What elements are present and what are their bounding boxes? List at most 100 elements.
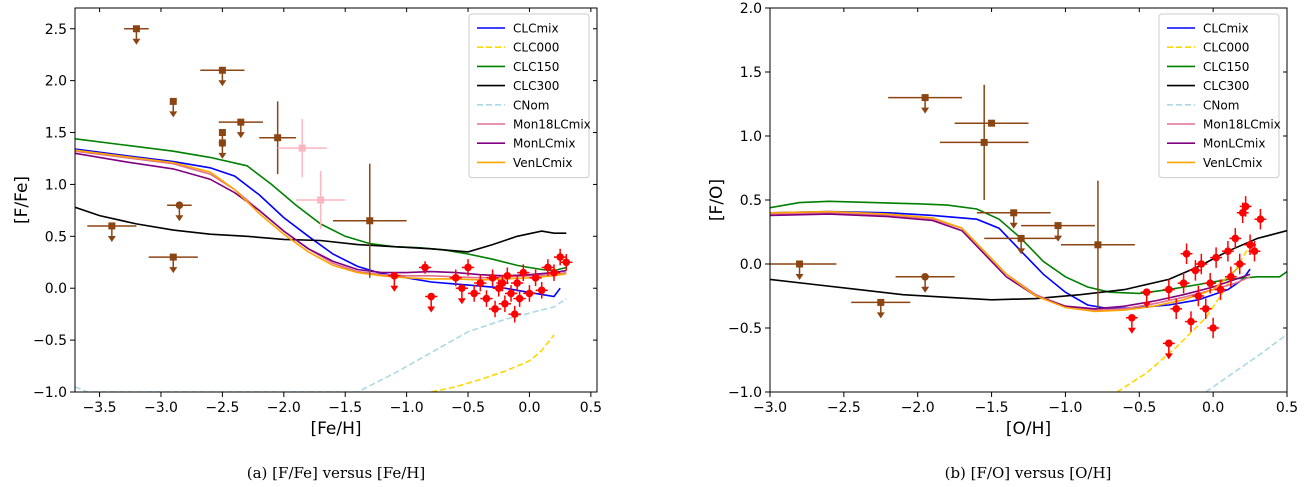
- legend-entry-MonLCmix: MonLCmix: [513, 137, 576, 151]
- circle-marker: [451, 274, 460, 282]
- x-tick-label: −3.5: [83, 400, 117, 416]
- data-point: [498, 295, 512, 313]
- legend-entry-CLCmix: CLCmix: [513, 22, 559, 36]
- square-marker: [218, 66, 226, 74]
- legend-entry-CLC000: CLC000: [1203, 41, 1249, 55]
- x-axis-label: [O/H]: [1006, 419, 1051, 439]
- circle-marker: [1209, 324, 1217, 332]
- series-line-CLC300: [75, 206, 567, 253]
- upper-limit-arrow-icon: [1017, 248, 1026, 255]
- circle-marker: [1231, 234, 1240, 243]
- data-point: [124, 25, 149, 45]
- data-point: [1162, 279, 1175, 300]
- circle-marker: [562, 258, 571, 267]
- circle-marker: [1241, 202, 1250, 211]
- data-point: [560, 253, 573, 271]
- circle-marker: [1194, 292, 1203, 300]
- series-line-CNom: [75, 297, 567, 392]
- data-point: [200, 66, 245, 87]
- y-tick-label: −1.0: [33, 385, 67, 401]
- upper-limit-arrow-icon: [1127, 327, 1136, 334]
- legend-entry-CLC150: CLC150: [1203, 60, 1249, 74]
- data-point: [1125, 313, 1138, 334]
- legend-entry-MonLCmix: MonLCmix: [1203, 137, 1266, 151]
- circle-marker: [458, 284, 466, 293]
- upper-limit-arrow-icon: [169, 267, 178, 274]
- upper-limit-arrow-icon: [876, 312, 885, 319]
- data-point: [496, 274, 509, 292]
- circle-marker: [1216, 285, 1225, 294]
- y-axis-label: [F/Fe]: [12, 176, 32, 224]
- square-marker: [980, 138, 988, 146]
- data-point: [1210, 247, 1223, 268]
- circle-marker: [1227, 273, 1235, 281]
- circle-marker: [513, 279, 521, 287]
- square-marker: [298, 144, 306, 152]
- upper-limit-arrow-icon: [132, 38, 141, 45]
- series-line-CNom: [1205, 333, 1287, 392]
- legend-entry-CLCmix: CLCmix: [1203, 22, 1249, 36]
- upper-limit-arrow-icon: [457, 298, 466, 305]
- circle-marker: [519, 268, 528, 277]
- y-tick-label: 2.5: [45, 22, 67, 38]
- y-tick-label: 1.5: [740, 65, 762, 81]
- upper-limit-arrow-icon: [1164, 353, 1173, 360]
- data-point: [218, 118, 263, 139]
- series-line-CLC000: [431, 334, 555, 392]
- data-point: [547, 264, 561, 281]
- upper-limit-arrow-icon: [1142, 302, 1151, 309]
- data-point: [425, 292, 438, 313]
- upper-limit-arrow-icon: [427, 306, 436, 313]
- x-tick-label: −2.0: [901, 400, 935, 416]
- figure-caption: (a) [F/Fe] versus [Fe/H]: [247, 464, 425, 482]
- data-point: [1177, 272, 1190, 294]
- legend: CLCmix CLC000 CLC150 CLC300 CNom Mon18LCmix Mo…: [1158, 13, 1281, 179]
- legend-entry-CNom: CNom: [513, 98, 549, 112]
- square-marker: [218, 139, 226, 147]
- x-tick-label: 0.5: [580, 400, 602, 416]
- data-point: [169, 97, 178, 118]
- data-point: [770, 260, 837, 280]
- data-point: [554, 248, 567, 266]
- panel-b: −3.0 −2.5 −2.0 −1.5 −1.0 −0.5 0.0 0.5 −1.0 −0.5 0.…: [707, 1, 1298, 482]
- series-line-CLCmix: [75, 148, 561, 298]
- upper-limit-arrow-icon: [390, 285, 399, 292]
- series-line-VenLCmix: [75, 149, 567, 281]
- circle-marker: [1165, 285, 1173, 294]
- circle-marker: [1235, 260, 1244, 268]
- y-tick-label: 1.0: [740, 129, 762, 145]
- circle-marker: [1256, 215, 1265, 223]
- circle-marker: [507, 289, 515, 298]
- y-tick-label: −1.0: [728, 385, 762, 401]
- data-point: [87, 222, 137, 242]
- x-tick-label: −3.0: [144, 400, 178, 416]
- data-point: [1170, 298, 1183, 320]
- data-point: [455, 284, 469, 305]
- series-line-CLC150: [75, 138, 567, 272]
- circle-marker: [510, 310, 519, 318]
- x-tick-label: 0.0: [1202, 400, 1224, 416]
- data-point: [513, 290, 526, 307]
- x-tick-label: −1.0: [390, 400, 424, 416]
- circle-marker: [544, 263, 552, 272]
- data-point: [895, 273, 955, 293]
- data-point: [1239, 196, 1252, 217]
- data-point: [1140, 288, 1153, 309]
- circle-marker: [921, 273, 929, 281]
- circle-marker: [427, 292, 435, 301]
- data-point: [1192, 285, 1205, 307]
- square-marker: [169, 253, 177, 261]
- data-point: [1199, 298, 1212, 320]
- x-tick-label: −1.5: [328, 400, 362, 416]
- square-marker: [366, 217, 374, 225]
- upper-limit-arrow-icon: [169, 111, 178, 118]
- x-tick-label: −1.5: [975, 400, 1009, 416]
- circle-marker: [1246, 241, 1254, 249]
- x-tick-label: −2.5: [205, 400, 239, 416]
- y-axis-label: [F/O]: [707, 179, 727, 221]
- circle-marker: [537, 286, 546, 295]
- circle-marker: [491, 305, 499, 313]
- circle-marker: [1250, 247, 1259, 255]
- legend-box: [1158, 13, 1280, 179]
- circle-marker: [501, 299, 509, 308]
